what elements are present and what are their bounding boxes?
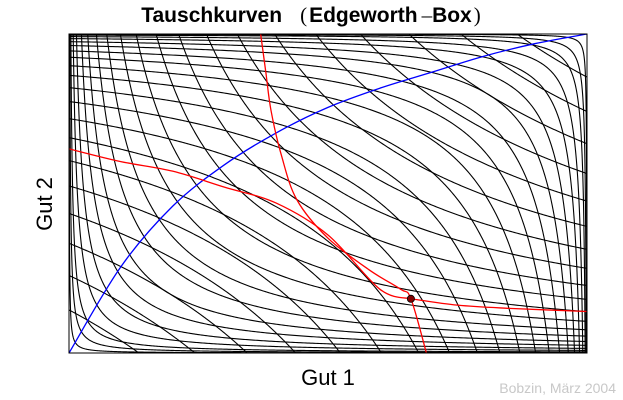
indifference-curve-b-3 [69, 34, 586, 353]
indifference-curve-a-7 [87, 34, 587, 343]
indifference-curve-b-12 [69, 87, 501, 353]
indifference-curve-a-20 [460, 34, 587, 113]
point-layer [406, 294, 415, 303]
title-part-3: Box [432, 4, 472, 27]
curve-layer [69, 34, 587, 353]
indifference-curve-a-19 [408, 34, 587, 145]
indifference-curve-a-6 [80, 34, 587, 346]
indifference-curve-a-11 [135, 34, 587, 313]
indifference-curve-b-5 [69, 38, 581, 353]
x-axis-label: Gut 1 [301, 365, 355, 390]
indifference-curve-b-19 [69, 242, 248, 353]
indifference-curve-b-1 [69, 34, 587, 353]
indifference-curve-b-10 [69, 65, 537, 353]
title-close-paren: ) [474, 3, 481, 27]
indifference-curve-a-1 [69, 34, 587, 353]
indifference-curve-a-18 [359, 34, 587, 175]
title-part-2: Edgeworth [309, 4, 418, 27]
title-open-paren: ( [300, 3, 307, 27]
indifference-curve-a-9 [106, 34, 587, 331]
indifference-curve-a-12 [155, 34, 587, 300]
indifference-curve-b-21 [69, 309, 140, 353]
indifference-curve-a-2 [69, 34, 587, 353]
indifference-curve-b-14 [69, 118, 451, 353]
indifference-curve-a-10 [119, 34, 587, 322]
indifference-curve-a-14 [205, 34, 587, 269]
plot-frame [68, 33, 588, 354]
credit-text: Bobzin, März 2004 [499, 380, 616, 396]
title-part-1: Tauschkurven [141, 4, 282, 27]
indifference-curve-b-6 [69, 41, 576, 353]
indifference-curve-a-15 [236, 34, 587, 250]
contract-curve [69, 34, 587, 353]
offer-curve-a [69, 148, 412, 300]
offer-curve-tail [410, 298, 587, 313]
indifference-curve-b-15 [69, 137, 420, 353]
endowment-point [406, 294, 415, 303]
plot-area [68, 33, 588, 354]
indifference-curve-b-9 [69, 56, 550, 353]
indifference-curve-a-8 [95, 34, 587, 337]
indifference-curve-b-8 [69, 50, 561, 353]
chart-title: Tauschkurven (Edgeworth –Box) [141, 3, 481, 27]
indifference-curve-a-4 [72, 34, 587, 351]
indifference-curve-b-4 [69, 36, 584, 353]
indifference-curve-b-17 [69, 185, 341, 353]
indifference-curve-b-13 [69, 100, 478, 353]
title-dash: – [421, 3, 433, 27]
indifference-curve-b-16 [69, 160, 382, 353]
indifference-curve-b-18 [69, 212, 297, 353]
offer-curve-b [260, 34, 428, 353]
indifference-curve-a-17 [315, 34, 587, 202]
y-axis-label: Gut 2 [32, 177, 57, 231]
indifference-curve-b-20 [69, 274, 196, 353]
indifference-curve-b-11 [69, 74, 521, 353]
indifference-curve-a-5 [75, 34, 587, 349]
indifference-curve-a-3 [70, 34, 587, 353]
indifference-curve-b-7 [69, 44, 569, 353]
indifference-curve-b-2 [69, 34, 587, 353]
